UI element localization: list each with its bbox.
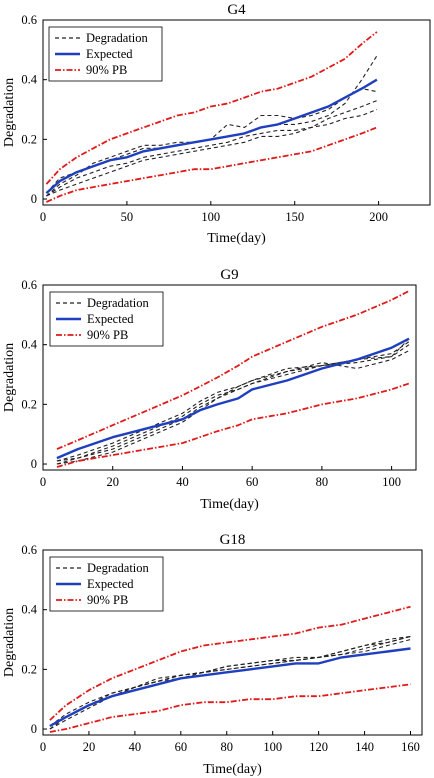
chart-title: G9 (220, 267, 238, 283)
x-tick-label: 0 (40, 475, 46, 489)
series-line-pb-0 (56, 290, 410, 450)
y-tick-label: 0.4 (21, 603, 37, 617)
x-tick-label: 120 (309, 740, 328, 754)
y-axis-label: Degradation (2, 78, 17, 147)
legend-label-pb: 90% PB (86, 63, 127, 77)
series-lines (45, 31, 378, 203)
x-tick-label: 40 (176, 475, 189, 489)
y-tick-label: 0.2 (21, 397, 37, 411)
y-tick-label: 0 (31, 192, 37, 206)
x-tick-label: 0 (40, 740, 46, 754)
axis-ticks: 0 20 40 60 80 100 120 140 160 0 0.2 0.4 0.6 (21, 543, 420, 754)
y-tick-label: 0.6 (21, 13, 37, 27)
x-tick-label: 100 (201, 210, 220, 224)
x-tick-label: 0 (40, 210, 46, 224)
x-tick-label: 100 (382, 475, 401, 489)
legend: Degradation Expected 90% PB (48, 26, 163, 82)
series-line-pb-1 (56, 382, 410, 468)
legend-label-pb: 90% PB (87, 593, 128, 607)
series-line-pb-1 (46, 126, 378, 203)
series-line-degradation-3 (56, 341, 410, 462)
legend-box (49, 556, 164, 612)
chart-g4: G4 Time(day) Degradation 0 50 100 150 200 0 0.… (2, 2, 431, 246)
series-line-expected-2 (49, 647, 411, 728)
series-line-degradation-6 (49, 635, 411, 730)
y-tick-label: 0 (31, 722, 37, 736)
series-line-degradation-4 (56, 344, 410, 462)
axis-ticks: 0 50 100 150 200 0 0.2 0.4 0.6 (21, 13, 388, 224)
series-line-pb-1 (49, 683, 411, 733)
chart-g9: G9 Time(day) Degradation 0 20 40 60 80 100 0 0.… (2, 267, 417, 512)
y-tick-label: 0.6 (21, 543, 37, 557)
x-axis-label: Time(day) (203, 762, 262, 777)
legend-label-degradation: Degradation (86, 31, 149, 45)
legend-label-degradation: Degradation (87, 561, 150, 575)
x-tick-label: 100 (263, 740, 282, 754)
x-tick-label: 200 (369, 210, 388, 224)
x-tick-label: 60 (175, 740, 188, 754)
series-line-degradation-4 (49, 635, 411, 727)
chart-g18: G18 Time(day) Degradation 0 20 40 60 80 100 12… (2, 532, 423, 777)
y-axis-label: Degradation (2, 608, 17, 677)
legend-label-degradation: Degradation (87, 296, 150, 310)
y-tick-label: 0.2 (21, 132, 37, 146)
y-tick-label: 0.4 (21, 338, 37, 352)
y-axis-label: Degradation (2, 343, 17, 412)
chart-title: G18 (220, 532, 246, 548)
chart-title: G4 (227, 2, 246, 18)
legend: Degradation Expected 90% PB (49, 291, 164, 347)
series-line-degradation-5 (56, 350, 410, 465)
legend: Degradation Expected 90% PB (49, 556, 164, 612)
series-line-expected-2 (56, 337, 410, 460)
y-tick-label: 0.6 (21, 278, 37, 292)
series-lines (56, 290, 410, 468)
series-line-pb-0 (49, 605, 411, 721)
series-line-pb-0 (45, 31, 378, 185)
series-line-degradation-5 (49, 638, 411, 730)
x-axis-label: Time(day) (200, 497, 259, 512)
y-tick-label: 0 (31, 457, 37, 471)
legend-label-expected: Expected (87, 312, 134, 326)
x-tick-label: 50 (121, 210, 134, 224)
legend-label-pb: 90% PB (87, 328, 128, 342)
series-line-expected-2 (45, 78, 378, 194)
series-lines (49, 605, 411, 733)
x-tick-label: 20 (83, 740, 96, 754)
x-tick-label: 80 (221, 740, 234, 754)
x-tick-label: 140 (355, 740, 374, 754)
legend-label-expected: Expected (86, 47, 133, 61)
y-tick-label: 0.2 (21, 662, 37, 676)
series-line-degradation-6 (46, 108, 378, 197)
x-tick-label: 40 (129, 740, 142, 754)
x-tick-label: 150 (285, 210, 304, 224)
x-tick-label: 160 (401, 740, 420, 754)
x-tick-label: 60 (246, 475, 259, 489)
x-tick-label: 80 (316, 475, 329, 489)
y-tick-label: 0.4 (21, 73, 37, 87)
x-tick-label: 20 (106, 475, 119, 489)
x-axis-label: Time(day) (207, 231, 266, 246)
legend-label-expected: Expected (87, 577, 134, 591)
series-line-degradation-5 (46, 100, 378, 197)
axis-ticks: 0 20 40 60 80 100 0 0.2 0.4 0.6 (21, 278, 401, 489)
